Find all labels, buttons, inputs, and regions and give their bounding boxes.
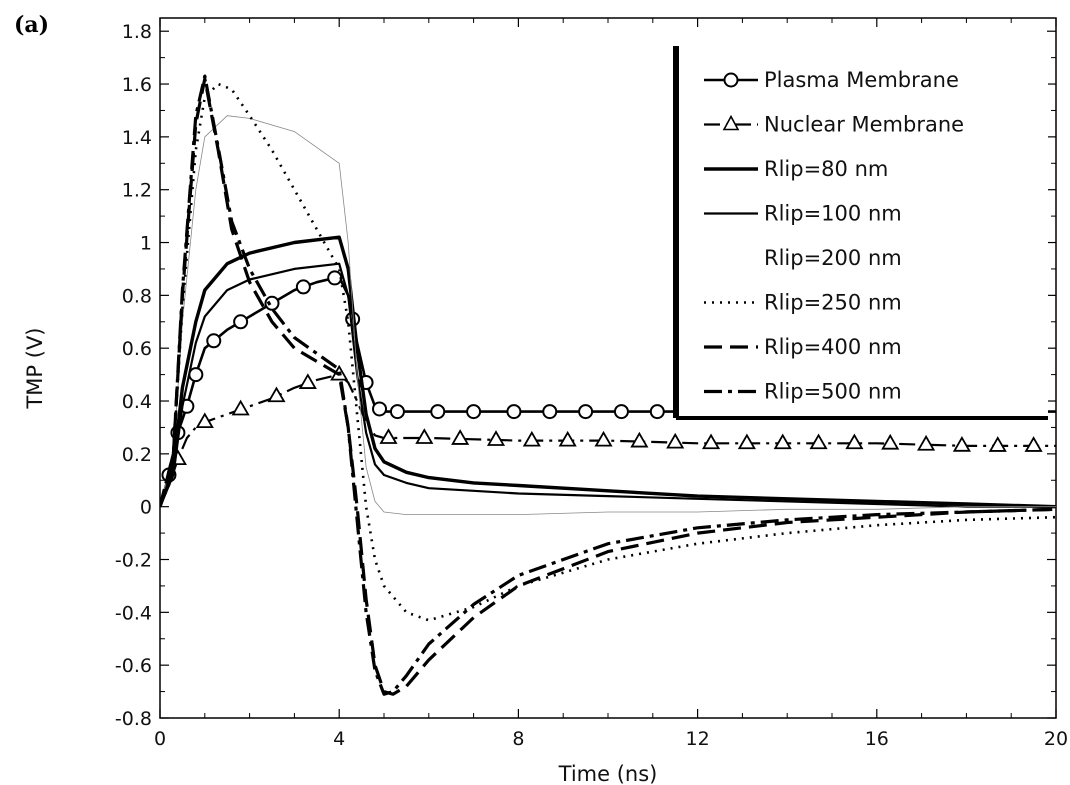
x-tick-label: 16 (865, 728, 889, 750)
series-marker-triangle (1024, 436, 1043, 452)
series-marker-circle (188, 367, 204, 383)
series-marker-triangle (558, 430, 577, 447)
y-tick-label: 1.2 (122, 180, 152, 202)
y-tick-label: 1.6 (122, 74, 152, 96)
y-tick-label: -0.2 (115, 550, 152, 572)
series-marker-triangle (881, 433, 900, 450)
series-line-4 (160, 115, 1056, 515)
series-line-2 (160, 235, 1056, 509)
series-marker-triangle (809, 433, 828, 450)
y-tick-label: -0.8 (115, 708, 152, 730)
series-marker-triangle (952, 435, 971, 452)
legend-marker-circle (723, 72, 739, 88)
series-marker-circle (206, 333, 222, 349)
series-marker-circle (233, 314, 249, 330)
series-marker-triangle (666, 432, 685, 449)
series-marker-triangle (737, 433, 756, 450)
x-tick-label: 20 (1044, 728, 1068, 750)
series-marker-circle (466, 404, 482, 420)
y-tick-label: 0.2 (122, 444, 152, 466)
series-marker-circle (542, 404, 558, 420)
y-tick-label: -0.4 (115, 602, 152, 624)
series-marker-triangle (267, 386, 286, 403)
series-marker-circle (327, 270, 343, 286)
legend-label-7: Rlip=500 nm (764, 380, 902, 404)
series-marker-triangle (917, 434, 936, 451)
series-marker-triangle (988, 436, 1007, 452)
y-axis-title: TMP (V) (23, 327, 47, 409)
plot-area: 0 4 8 12 16 20 -0.8 -0.6 -0.4 -0.2 0 0.2 0.4 0.6 0.8 1 1… (23, 17, 1068, 785)
x-tick-label: 4 (333, 728, 345, 750)
series-marker-triangle (298, 373, 317, 389)
series-line-7 (160, 74, 1056, 696)
series-marker-triangle (486, 430, 506, 446)
panel-label: (a) (14, 12, 49, 38)
x-tick-label: 0 (154, 728, 166, 750)
x-tick-label: 12 (686, 728, 710, 750)
series-marker-triangle (522, 430, 541, 447)
legend-label-2: Rlip=80 nm (764, 157, 888, 181)
series-marker-circle (295, 279, 311, 295)
x-tick-label: 8 (512, 728, 524, 750)
series-marker-circle (613, 404, 629, 420)
series-line-1 (160, 373, 1056, 508)
legend-marker-triangle (722, 114, 740, 131)
y-tick-label: 1 (140, 233, 152, 255)
legend-label-0: Plasma Membrane (764, 68, 959, 92)
legend-box (676, 46, 1048, 418)
y-tick-label: 1.8 (122, 21, 152, 43)
y-tick-label: -0.6 (115, 655, 152, 677)
series-line-3 (160, 262, 1056, 508)
y-tick-label: 1.4 (122, 127, 152, 149)
series-marker-triangle (231, 399, 250, 416)
legend-label-4: Rlip=200 nm (764, 246, 902, 270)
series-marker-circle (649, 404, 665, 420)
series-marker-circle (264, 295, 280, 311)
series-marker-triangle (773, 433, 792, 450)
series-marker-circle (372, 401, 388, 417)
series-marker-triangle (195, 412, 214, 429)
series-marker-triangle (379, 428, 398, 444)
series-marker-triangle (701, 433, 721, 450)
x-axis-title: Time (ns) (558, 762, 658, 785)
series-marker-circle (389, 404, 405, 420)
series-marker-circle (578, 404, 594, 420)
series-marker-triangle (630, 431, 649, 448)
series-marker-triangle (594, 430, 613, 447)
y-tick-label: 0.6 (122, 338, 152, 360)
legend-label-6: Rlip=400 nm (764, 335, 902, 359)
series-marker-triangle (451, 429, 470, 445)
legend-label-3: Rlip=100 nm (764, 202, 902, 226)
y-tick-label: 0.4 (122, 391, 152, 413)
legend-label-1: Nuclear Membrane (764, 113, 964, 137)
y-tick-label: 0.8 (122, 285, 152, 307)
series-marker-triangle (415, 428, 434, 444)
series-marker-circle (506, 404, 522, 420)
series-marker-circle (430, 404, 446, 420)
y-tick-label: 0 (140, 497, 152, 519)
legend-label-5: Rlip=250 nm (764, 291, 902, 315)
series-marker-triangle (845, 433, 864, 450)
